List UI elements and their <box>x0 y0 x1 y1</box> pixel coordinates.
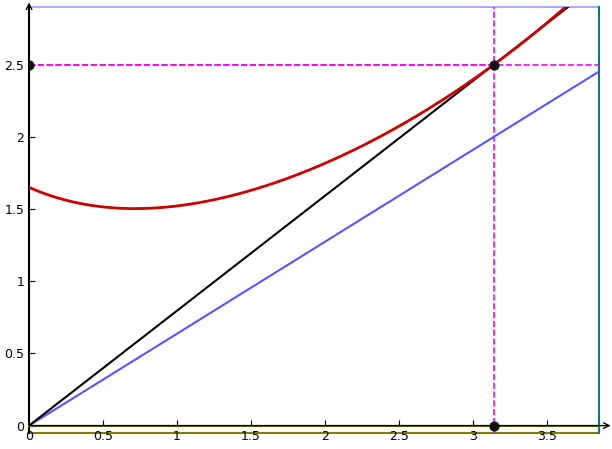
Point <box>489 422 499 429</box>
Point <box>24 61 34 68</box>
Point <box>489 61 499 68</box>
